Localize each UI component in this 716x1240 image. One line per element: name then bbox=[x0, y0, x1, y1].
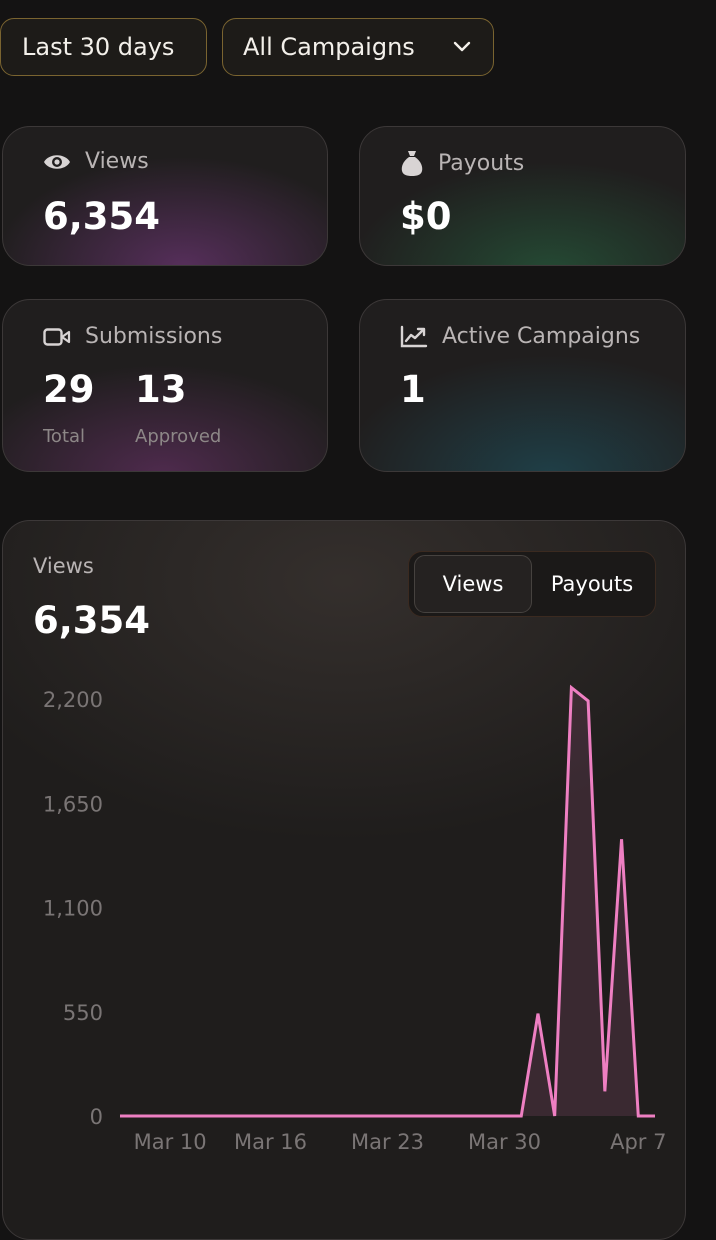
views-stat-label-row: Views bbox=[43, 149, 149, 174]
submissions-approved-value: 13 bbox=[135, 368, 187, 411]
payouts-stat-label-row: Payouts bbox=[400, 149, 524, 177]
payouts-toggle-button[interactable]: Payouts bbox=[550, 572, 634, 596]
campaign-filter-label: All Campaigns bbox=[243, 33, 415, 61]
views-data-point bbox=[184, 1113, 190, 1119]
views-data-point bbox=[518, 1113, 524, 1119]
views-data-point bbox=[351, 1113, 357, 1119]
video-camera-icon bbox=[43, 327, 71, 346]
y-tick-label: 0 bbox=[90, 1105, 103, 1129]
chevron-down-icon bbox=[453, 41, 471, 52]
views-data-point bbox=[167, 1113, 173, 1119]
views-data-point bbox=[251, 1113, 257, 1119]
views-data-point bbox=[201, 1113, 207, 1119]
views-area-fill bbox=[120, 687, 655, 1116]
views-stat-label: Views bbox=[85, 149, 149, 174]
views-data-point bbox=[585, 698, 591, 704]
views-data-point bbox=[368, 1113, 374, 1119]
payouts-stat-card: Payouts $0 bbox=[359, 126, 686, 266]
x-tick-label: Mar 10 bbox=[134, 1130, 207, 1154]
metric-toggle: Views Payouts bbox=[408, 551, 656, 617]
views-stat-card: Views 6,354 bbox=[2, 126, 328, 266]
views-data-point bbox=[318, 1113, 324, 1119]
chart-metric-value: 6,354 bbox=[33, 599, 151, 642]
views-data-point bbox=[217, 1113, 223, 1119]
campaign-filter-dropdown[interactable]: All Campaigns bbox=[222, 18, 494, 76]
views-data-point bbox=[485, 1113, 491, 1119]
views-data-point bbox=[635, 1113, 641, 1119]
submissions-stat-label: Submissions bbox=[85, 324, 223, 349]
y-tick-label: 2,200 bbox=[43, 688, 103, 712]
date-range-filter[interactable]: Last 30 days bbox=[0, 18, 207, 76]
views-data-point bbox=[401, 1113, 407, 1119]
views-data-point bbox=[334, 1113, 340, 1119]
y-tick-label: 1,100 bbox=[43, 897, 103, 921]
x-tick-label: Mar 30 bbox=[468, 1130, 541, 1154]
views-toggle-button[interactable]: Views bbox=[414, 555, 532, 613]
payouts-stat-value: $0 bbox=[400, 195, 452, 238]
date-range-label: Last 30 days bbox=[22, 33, 175, 61]
active-campaigns-label: Active Campaigns bbox=[442, 324, 641, 349]
views-data-point bbox=[652, 1113, 658, 1119]
views-data-point bbox=[150, 1113, 156, 1119]
x-tick-label: Apr 7 bbox=[610, 1130, 666, 1154]
payouts-stat-label: Payouts bbox=[438, 150, 525, 176]
views-data-point bbox=[535, 1011, 541, 1017]
views-data-point bbox=[284, 1113, 290, 1119]
views-chart-card: Views 6,354 Views Payouts 2,200 1,650 1,10… bbox=[2, 520, 686, 1240]
views-series-line bbox=[120, 684, 655, 1118]
chart-metric-label: Views bbox=[33, 554, 94, 578]
x-tick-label: Mar 16 bbox=[234, 1130, 307, 1154]
views-line-chart: 2,200 1,650 1,100 550 0 Mar 10 Mar 16 Mar 23 Mar… bbox=[43, 684, 666, 1154]
views-stat-value: 6,354 bbox=[43, 195, 161, 238]
submissions-total-value: 29 bbox=[43, 368, 95, 411]
active-campaigns-stat-card: Active Campaigns 1 bbox=[359, 299, 686, 472]
views-data-point bbox=[552, 1113, 558, 1119]
views-data-point bbox=[301, 1113, 307, 1119]
active-campaigns-value: 1 bbox=[400, 368, 426, 411]
money-bag-icon bbox=[401, 151, 423, 176]
views-data-point bbox=[134, 1113, 140, 1119]
y-tick-label: 1,650 bbox=[43, 792, 103, 816]
submissions-stat-label-row: Submissions bbox=[43, 324, 222, 349]
views-data-point bbox=[619, 836, 625, 842]
submissions-total-caption: Total bbox=[43, 426, 86, 447]
views-data-point bbox=[502, 1113, 508, 1119]
views-data-point bbox=[117, 1113, 123, 1119]
trending-up-chart-icon bbox=[400, 325, 428, 347]
submissions-stat-card: Submissions 29 Total 13 Approved bbox=[2, 299, 328, 472]
y-tick-label: 550 bbox=[63, 1001, 103, 1025]
views-data-point bbox=[568, 685, 574, 691]
active-campaigns-label-row: Active Campaigns bbox=[400, 324, 640, 349]
views-data-point bbox=[435, 1113, 441, 1119]
views-data-point bbox=[234, 1113, 240, 1119]
views-data-point bbox=[468, 1113, 474, 1119]
views-data-point bbox=[451, 1113, 457, 1119]
views-data-point bbox=[385, 1113, 391, 1119]
x-tick-label: Mar 23 bbox=[351, 1130, 424, 1154]
submissions-approved-caption: Approved bbox=[135, 426, 222, 447]
views-data-point bbox=[267, 1113, 273, 1119]
views-data-point bbox=[418, 1113, 424, 1119]
eye-icon bbox=[44, 154, 70, 169]
views-data-point bbox=[602, 1088, 608, 1094]
